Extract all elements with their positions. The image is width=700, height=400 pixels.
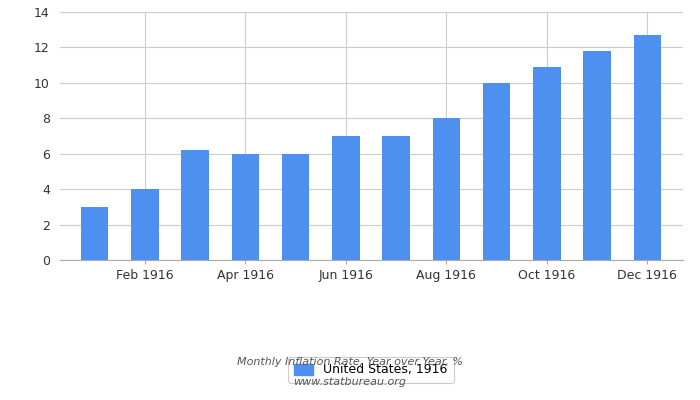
Legend: United States, 1916: United States, 1916 <box>288 357 454 383</box>
Bar <box>282 154 309 260</box>
Bar <box>483 83 510 260</box>
Bar <box>382 136 410 260</box>
Bar <box>433 118 460 260</box>
Bar <box>81 207 108 260</box>
Bar <box>332 136 360 260</box>
Bar <box>232 154 259 260</box>
Bar <box>131 189 159 260</box>
Text: Monthly Inflation Rate, Year over Year, %: Monthly Inflation Rate, Year over Year, … <box>237 357 463 367</box>
Bar <box>583 51 611 260</box>
Bar <box>181 150 209 260</box>
Text: www.statbureau.org: www.statbureau.org <box>293 377 407 387</box>
Bar <box>634 35 661 260</box>
Bar <box>533 67 561 260</box>
